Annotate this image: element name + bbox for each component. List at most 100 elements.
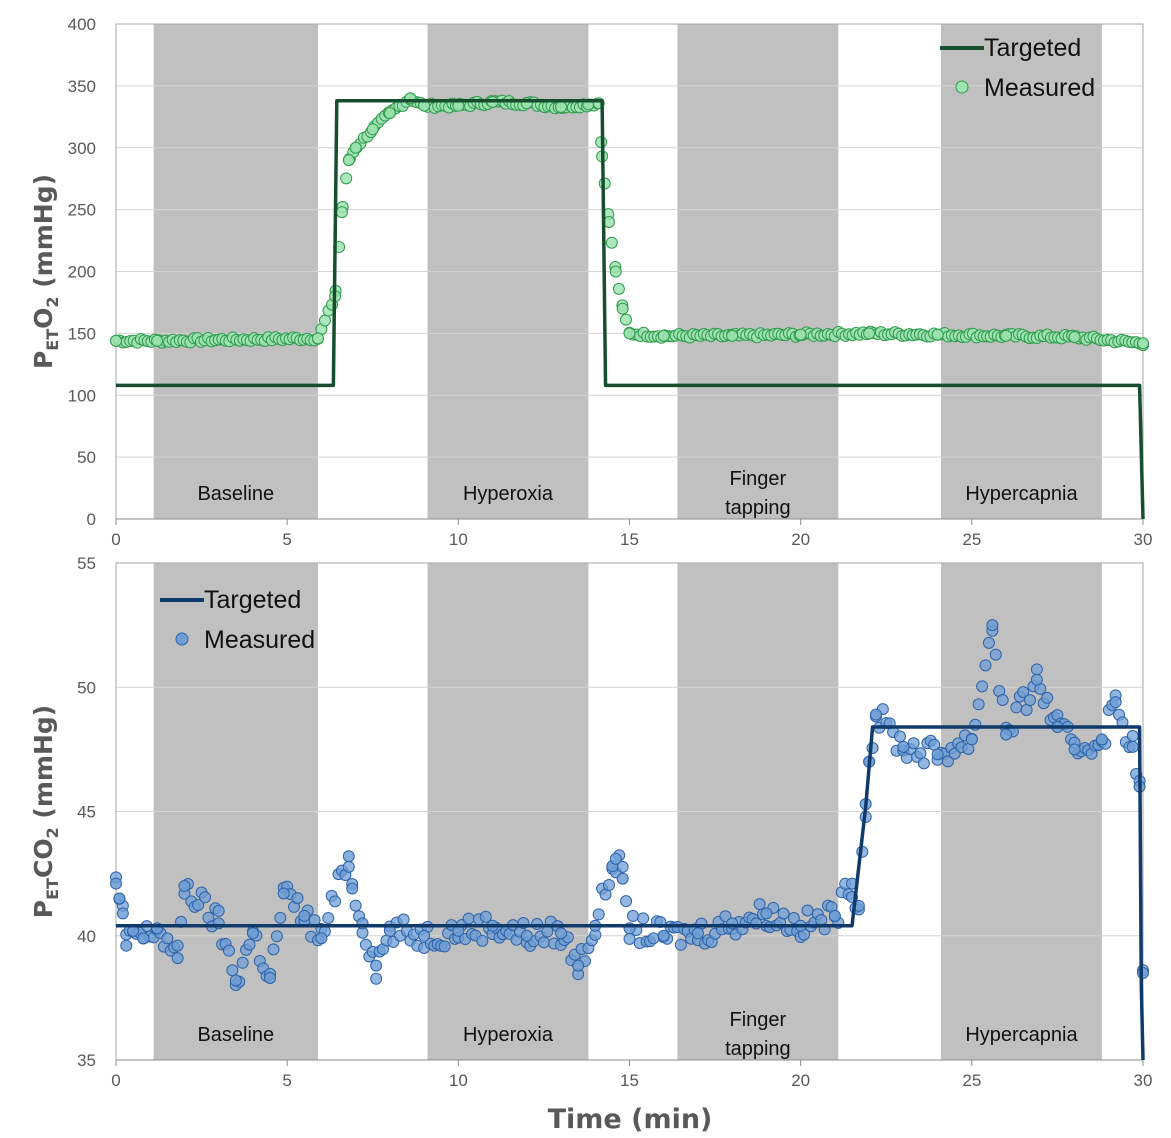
measured-point — [246, 927, 259, 940]
x-tick-label: 0 — [111, 1071, 120, 1090]
measured-point — [1010, 701, 1023, 714]
targeted-line — [116, 98, 1145, 520]
x-tick-label: 30 — [1134, 1071, 1153, 1090]
measured-point — [366, 123, 379, 136]
measured-point — [1024, 694, 1037, 707]
measured-point — [383, 107, 396, 120]
x-axis-title: Time (min) — [548, 1104, 713, 1135]
measured-point — [760, 907, 773, 920]
measured-point — [476, 934, 489, 947]
measured-point — [979, 659, 992, 672]
measured-point — [277, 887, 290, 900]
measured-point — [342, 860, 355, 873]
measured-point — [794, 328, 807, 341]
measured-point — [222, 944, 235, 957]
measured-point — [370, 959, 383, 972]
measured-point — [359, 938, 372, 951]
measured-point — [1000, 329, 1013, 342]
y-tick-label: 55 — [77, 554, 96, 573]
measured-point — [318, 314, 331, 327]
measured-point — [346, 882, 359, 895]
measured-point — [626, 909, 639, 922]
phase-label: Hyperoxia — [463, 483, 554, 505]
measured-point — [726, 329, 739, 342]
pet-o2-chart: 0 5 10 15 20 25 30050100150200250300350400Base… — [29, 15, 1152, 549]
y-axis-title: PETO2 (mmHg) — [29, 174, 62, 369]
measured-point — [931, 748, 944, 761]
measured-point — [520, 929, 533, 942]
measured-point — [609, 265, 622, 278]
phase-label: Baseline — [197, 1024, 274, 1046]
measured-point — [941, 755, 954, 768]
measured-point — [370, 972, 383, 985]
measured-point — [243, 938, 256, 951]
pet-co2-chart: 0 5 10 15 20 25 30 35 40 45 50 55 Baseline Hyperoxia F… — [29, 554, 1152, 1090]
x-tick-label: 20 — [791, 530, 810, 549]
y-tick-label: 150 — [68, 324, 96, 343]
measured-point — [110, 877, 122, 890]
y-tick-label: 45 — [77, 803, 96, 822]
measured-point — [989, 648, 1002, 661]
measured-point — [931, 328, 944, 341]
measured-point — [1000, 728, 1013, 741]
measured-point — [1068, 743, 1081, 756]
measured-point — [531, 918, 544, 931]
y-tick-label: 200 — [68, 263, 96, 282]
measured-point — [236, 956, 249, 969]
measured-point — [982, 636, 995, 649]
measured-point — [612, 282, 625, 295]
measured-point — [1030, 663, 1043, 676]
measured-point — [335, 206, 348, 219]
measured-point — [623, 327, 636, 340]
measured-point — [226, 964, 239, 977]
measured-point — [1109, 696, 1122, 709]
measured-point — [171, 939, 184, 952]
x-tick-label: 15 — [620, 1071, 639, 1090]
x-tick-label: 25 — [962, 1071, 981, 1090]
measured-point — [462, 912, 475, 925]
measured-point — [349, 899, 362, 912]
measured-point — [917, 757, 930, 770]
measured-point — [1041, 691, 1054, 704]
measured-point — [555, 100, 568, 113]
measured-point — [1095, 733, 1108, 746]
legend: Targeted Measured — [940, 34, 1095, 102]
measured-point — [161, 932, 174, 945]
x-tick-label: 5 — [282, 1071, 291, 1090]
measured-point — [616, 302, 629, 315]
measured-point — [609, 852, 622, 865]
targeted-line — [116, 725, 1145, 1061]
measured-point — [691, 927, 704, 940]
phase-label: Finger tapping — [725, 1009, 791, 1060]
x-tick-label: 25 — [962, 530, 981, 549]
measured-point — [178, 880, 191, 893]
measured-point — [267, 943, 280, 956]
phase-label: Finger tapping — [725, 468, 791, 519]
measured-point — [620, 895, 633, 908]
measured-point — [914, 747, 927, 760]
y-tick-label: 0 — [87, 510, 96, 529]
measured-point — [340, 172, 353, 185]
measured-point — [972, 698, 985, 711]
measured-point — [996, 693, 1009, 706]
y-tick-label: 250 — [68, 201, 96, 220]
measured-point — [801, 904, 814, 917]
measured-point — [418, 929, 431, 942]
x-tick-label: 10 — [449, 530, 468, 549]
measured-point — [1068, 331, 1081, 344]
measured-point — [311, 332, 324, 345]
y-tick-label: 300 — [68, 139, 96, 158]
x-tick-label: 20 — [791, 1071, 810, 1090]
measured-point — [863, 327, 876, 340]
legend-targeted-label: Targeted — [984, 34, 1081, 62]
legend-measured-label: Measured — [984, 74, 1095, 102]
measured-point — [965, 733, 978, 746]
measured-point — [199, 891, 212, 904]
legend: Targeted Measured — [160, 586, 315, 654]
measured-point — [212, 904, 225, 917]
measured-point — [274, 911, 287, 924]
y-tick-label: 100 — [68, 386, 96, 405]
measured-point — [329, 895, 342, 908]
measured-point — [438, 940, 451, 953]
measured-point — [171, 952, 184, 965]
